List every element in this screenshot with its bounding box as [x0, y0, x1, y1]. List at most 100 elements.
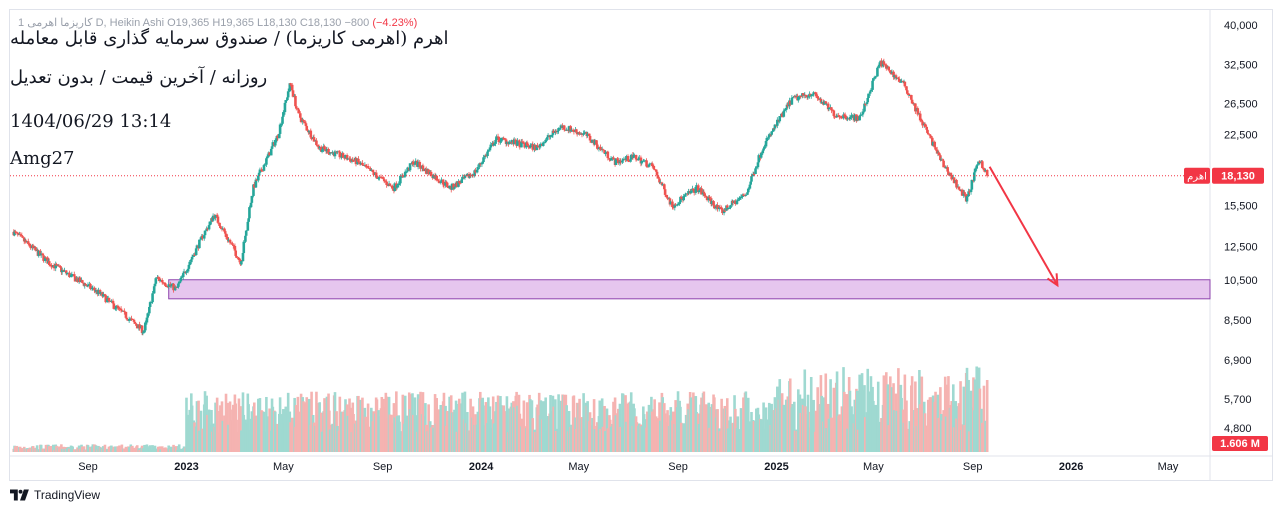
candle-body[interactable] [830, 107, 833, 111]
candle-body[interactable] [546, 135, 550, 138]
candle-body[interactable] [395, 185, 399, 188]
candle-body[interactable] [871, 80, 874, 90]
candle-body[interactable] [475, 169, 479, 173]
candle-body[interactable] [403, 176, 406, 178]
candle-body[interactable] [531, 144, 535, 150]
candle-body[interactable] [552, 130, 556, 134]
candle-body[interactable] [135, 323, 138, 326]
candle-body[interactable] [536, 145, 539, 147]
candle-body[interactable] [328, 153, 331, 155]
candle-body[interactable] [893, 75, 896, 78]
candle-body[interactable] [947, 171, 950, 176]
candle-body[interactable] [863, 103, 866, 112]
candle-body[interactable] [16, 232, 20, 235]
candle-body[interactable] [929, 135, 932, 138]
candle-body[interactable] [696, 185, 700, 192]
candle-body[interactable] [174, 286, 178, 288]
candle-body[interactable] [302, 120, 305, 122]
candle-body[interactable] [273, 140, 277, 146]
candle-body[interactable] [370, 169, 373, 171]
candle-body[interactable] [658, 182, 662, 184]
candle-body[interactable] [461, 176, 464, 180]
candle-body[interactable] [69, 274, 73, 278]
candle-body[interactable] [63, 270, 66, 272]
candle-body[interactable] [978, 161, 982, 163]
candle-body[interactable] [249, 202, 253, 208]
candle-body[interactable] [102, 294, 105, 297]
candle-body[interactable] [466, 173, 469, 176]
candle-body[interactable] [303, 121, 307, 124]
candle-body[interactable] [939, 159, 943, 161]
candle-body[interactable] [218, 222, 221, 226]
candle-body[interactable] [351, 159, 355, 161]
candle-body[interactable] [241, 253, 245, 262]
candle-body[interactable] [280, 123, 284, 125]
candle-body[interactable] [254, 179, 258, 188]
candle-body[interactable] [179, 278, 183, 282]
candle-body[interactable] [876, 66, 880, 68]
candle-body[interactable] [626, 156, 630, 162]
candle-body[interactable] [827, 107, 831, 110]
candle-body[interactable] [529, 145, 532, 148]
candle-body[interactable] [221, 228, 225, 230]
candle-body[interactable] [882, 61, 886, 65]
candle-body[interactable] [982, 168, 986, 171]
candle-body[interactable] [773, 124, 777, 129]
candle-body[interactable] [557, 128, 560, 131]
candle-body[interactable] [975, 165, 978, 169]
candle-body[interactable] [286, 97, 289, 101]
candle-body[interactable] [586, 133, 589, 137]
candle-body[interactable] [135, 325, 139, 329]
candle-body[interactable] [298, 113, 302, 118]
candle-body[interactable] [949, 173, 953, 176]
candle-body[interactable] [689, 190, 693, 194]
candle-body[interactable] [864, 103, 867, 105]
candle-body[interactable] [942, 160, 945, 168]
candle-body[interactable] [78, 277, 82, 283]
candle-body[interactable] [842, 114, 845, 119]
candle-body[interactable] [107, 297, 111, 301]
candle-body[interactable] [316, 145, 320, 147]
candle-body[interactable] [201, 235, 204, 239]
candle-body[interactable] [793, 96, 797, 98]
candle-body[interactable] [349, 158, 352, 162]
candle-body[interactable] [457, 181, 460, 187]
candle-body[interactable] [705, 197, 709, 201]
candle-body[interactable] [377, 177, 380, 179]
candle-body[interactable] [596, 144, 599, 149]
candle-body[interactable] [268, 152, 271, 156]
candle-body[interactable] [489, 144, 493, 148]
candle-body[interactable] [478, 163, 482, 165]
candle-body[interactable] [440, 179, 443, 182]
candle-body[interactable] [437, 181, 441, 183]
candle-body[interactable] [510, 140, 514, 142]
candle-body[interactable] [378, 176, 381, 178]
candle-body[interactable] [150, 302, 154, 304]
candle-body[interactable] [736, 199, 740, 201]
candle-body[interactable] [208, 221, 212, 226]
candle-body[interactable] [939, 155, 942, 161]
candle-body[interactable] [265, 158, 268, 165]
candle-body[interactable] [164, 284, 167, 286]
candle-body[interactable] [255, 179, 258, 181]
candle-body[interactable] [814, 92, 818, 97]
price-chart[interactable]: اهرم 18,130 40,000 32,500 26,500 22,500 15,500… [0, 0, 1282, 485]
candle-body[interactable] [801, 93, 805, 96]
candle-body[interactable] [31, 245, 35, 249]
candle-body[interactable] [138, 324, 141, 329]
candle-body[interactable] [509, 141, 513, 143]
candle-body[interactable] [866, 98, 870, 103]
candle-body[interactable] [679, 196, 682, 203]
candle-body[interactable] [764, 141, 768, 147]
candle-body[interactable] [276, 136, 279, 139]
candle-body[interactable] [762, 148, 765, 151]
candle-body[interactable] [658, 178, 661, 183]
candle-body[interactable] [878, 62, 882, 67]
candle-body[interactable] [976, 164, 979, 166]
candle-body[interactable] [718, 206, 722, 208]
candle-body[interactable] [516, 140, 519, 146]
candle-body[interactable] [344, 155, 347, 159]
candle-body[interactable] [535, 145, 539, 151]
candle-body[interactable] [411, 161, 415, 165]
candle-body[interactable] [460, 179, 464, 183]
